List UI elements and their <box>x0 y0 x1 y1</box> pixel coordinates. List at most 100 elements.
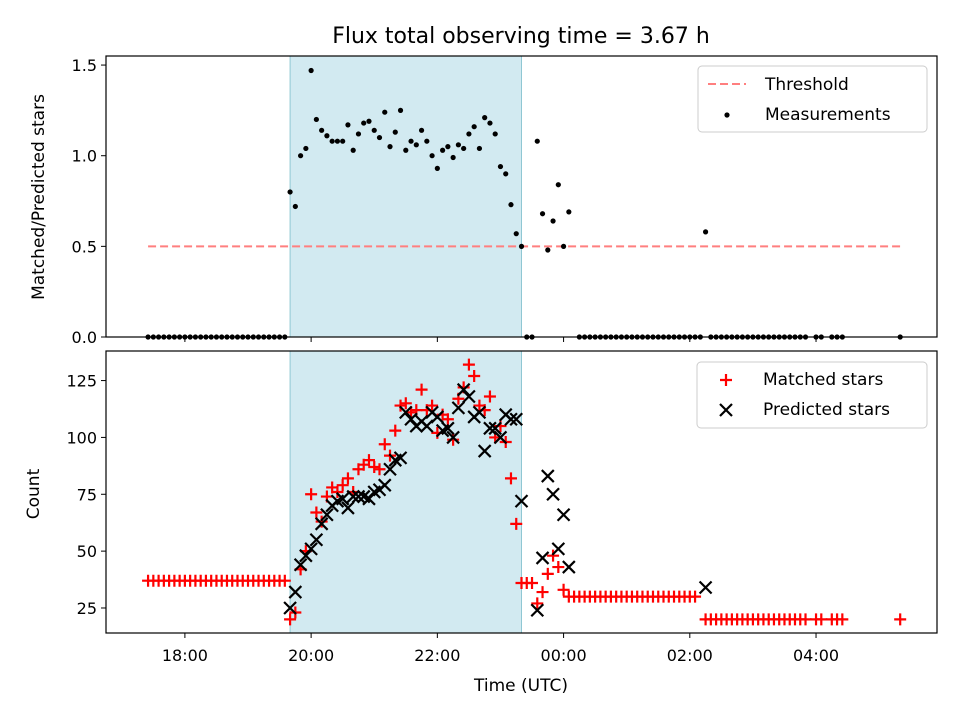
measurement-point <box>319 127 325 133</box>
ratio-panel-frame <box>105 55 938 338</box>
measurement-point <box>366 118 372 124</box>
measurement-point <box>445 144 451 150</box>
measurement-point <box>566 209 572 215</box>
matched-legend-label: Matched stars <box>763 370 883 390</box>
predicted-star-point <box>472 405 487 420</box>
predicted-star-point <box>399 405 413 420</box>
measurement-point <box>508 202 514 208</box>
measurement-point <box>534 138 540 144</box>
measurements-legend-swatch <box>724 112 730 118</box>
predicted-star-point <box>488 421 502 436</box>
measurement-point <box>355 131 362 137</box>
measurement-point <box>539 211 546 217</box>
predicted-star-point <box>288 585 303 599</box>
matched-star-point <box>531 597 544 610</box>
count-panel-frame <box>105 350 938 634</box>
matched-star-point <box>799 613 812 626</box>
measurement-point <box>308 67 314 74</box>
predicted-star-point <box>556 507 571 522</box>
measurement-point <box>545 247 551 253</box>
y-tick-label: 0.0 <box>72 328 97 347</box>
count-points <box>142 358 907 626</box>
predicted-star-point <box>341 501 355 515</box>
matched-star-point <box>536 586 549 599</box>
measurement-point <box>455 142 461 148</box>
x-tick-label: 20:00 <box>288 646 334 665</box>
predicted-legend-label: Predicted stars <box>763 400 890 420</box>
measurement-point <box>461 145 467 152</box>
measurement-point <box>345 122 351 128</box>
predicted-star-point <box>493 430 508 445</box>
measurement-point <box>429 153 435 159</box>
measurement-point <box>482 115 488 121</box>
predicted-star-point <box>335 492 350 506</box>
count-y-axis-label: Count <box>24 468 44 519</box>
ratio-legend-box <box>697 65 928 133</box>
x-tick-label: 02:00 <box>667 646 713 665</box>
matched-star-point <box>483 390 496 403</box>
predicted-star-point <box>562 560 576 574</box>
measurement-point <box>413 142 419 148</box>
x-tick-label: 22:00 <box>414 646 460 665</box>
measurement-point <box>334 138 341 144</box>
predicted-star-point <box>509 412 524 427</box>
y-tick-label: 0.5 <box>72 237 97 256</box>
matched-star-point <box>315 515 328 528</box>
measurement-point <box>476 145 483 152</box>
predicted-star-point <box>462 389 476 404</box>
measurement-points <box>145 67 903 340</box>
count-legend: Matched stars Predicted stars <box>696 361 928 429</box>
measurement-point <box>550 218 556 224</box>
y-tick-label: 50 <box>77 542 97 561</box>
y-tick-label: 100 <box>66 428 97 447</box>
y-tick-label: 1.5 <box>72 56 97 75</box>
threshold-legend-label: Threshold <box>764 75 849 95</box>
measurement-point <box>292 203 298 210</box>
y-tick-label: 25 <box>77 599 97 618</box>
x-tick-label: 04:00 <box>793 646 839 665</box>
predicted-star-point <box>346 489 360 504</box>
measurement-point <box>503 171 509 177</box>
measurement-point <box>518 243 525 249</box>
measurement-point <box>340 138 346 144</box>
predicted-star-point <box>351 489 366 504</box>
predicted-star-point <box>377 478 392 492</box>
matched-star-point <box>557 583 570 596</box>
measurement-point <box>403 147 409 153</box>
measurement-point <box>471 124 477 130</box>
measurement-point <box>313 116 319 123</box>
predicted-star-point <box>451 401 466 415</box>
matched-star-point <box>399 397 412 410</box>
y-tick-label: 125 <box>66 372 97 391</box>
measurement-point <box>434 165 440 171</box>
matched-star-point <box>336 479 349 492</box>
measurement-point <box>298 153 304 159</box>
x-axis-label: Time (UTC) <box>473 676 568 696</box>
matched-star-point <box>373 463 386 476</box>
matched-star-point <box>415 383 428 396</box>
measurement-point <box>324 133 330 139</box>
measurement-point <box>555 182 561 188</box>
matched-star-point <box>284 613 297 626</box>
count-legend-box <box>696 361 928 429</box>
ratio-y-axis-label: Matched/Predicted stars <box>29 94 49 300</box>
measurement-point <box>702 229 709 235</box>
ratio-legend: Threshold Measurements <box>697 65 928 133</box>
measurement-point <box>361 120 367 126</box>
matched-star-point <box>552 561 565 574</box>
measurement-point <box>560 243 567 249</box>
matched-star-point <box>305 488 318 501</box>
measurement-point <box>382 109 388 115</box>
ratio-panel-ticks: 0.0 0.5 1.0 1.5 <box>72 56 817 347</box>
ratio-panel: 0.0 0.5 1.0 1.5 Matched/Predicted stars Thr… <box>29 55 938 347</box>
measurement-point <box>350 147 356 153</box>
predicted-star-point <box>293 557 308 572</box>
matched-star-point <box>689 590 702 603</box>
measurement-point <box>329 138 335 144</box>
matched-star-point <box>394 399 407 412</box>
count-panel-ticks: 25 50 75 100 125 18:00 20:00 22:00 00:00 02:00 04:… <box>66 372 839 665</box>
matched-legend-swatch <box>720 374 732 386</box>
predicted-star-point <box>383 462 397 477</box>
matched-star-point <box>815 613 828 626</box>
